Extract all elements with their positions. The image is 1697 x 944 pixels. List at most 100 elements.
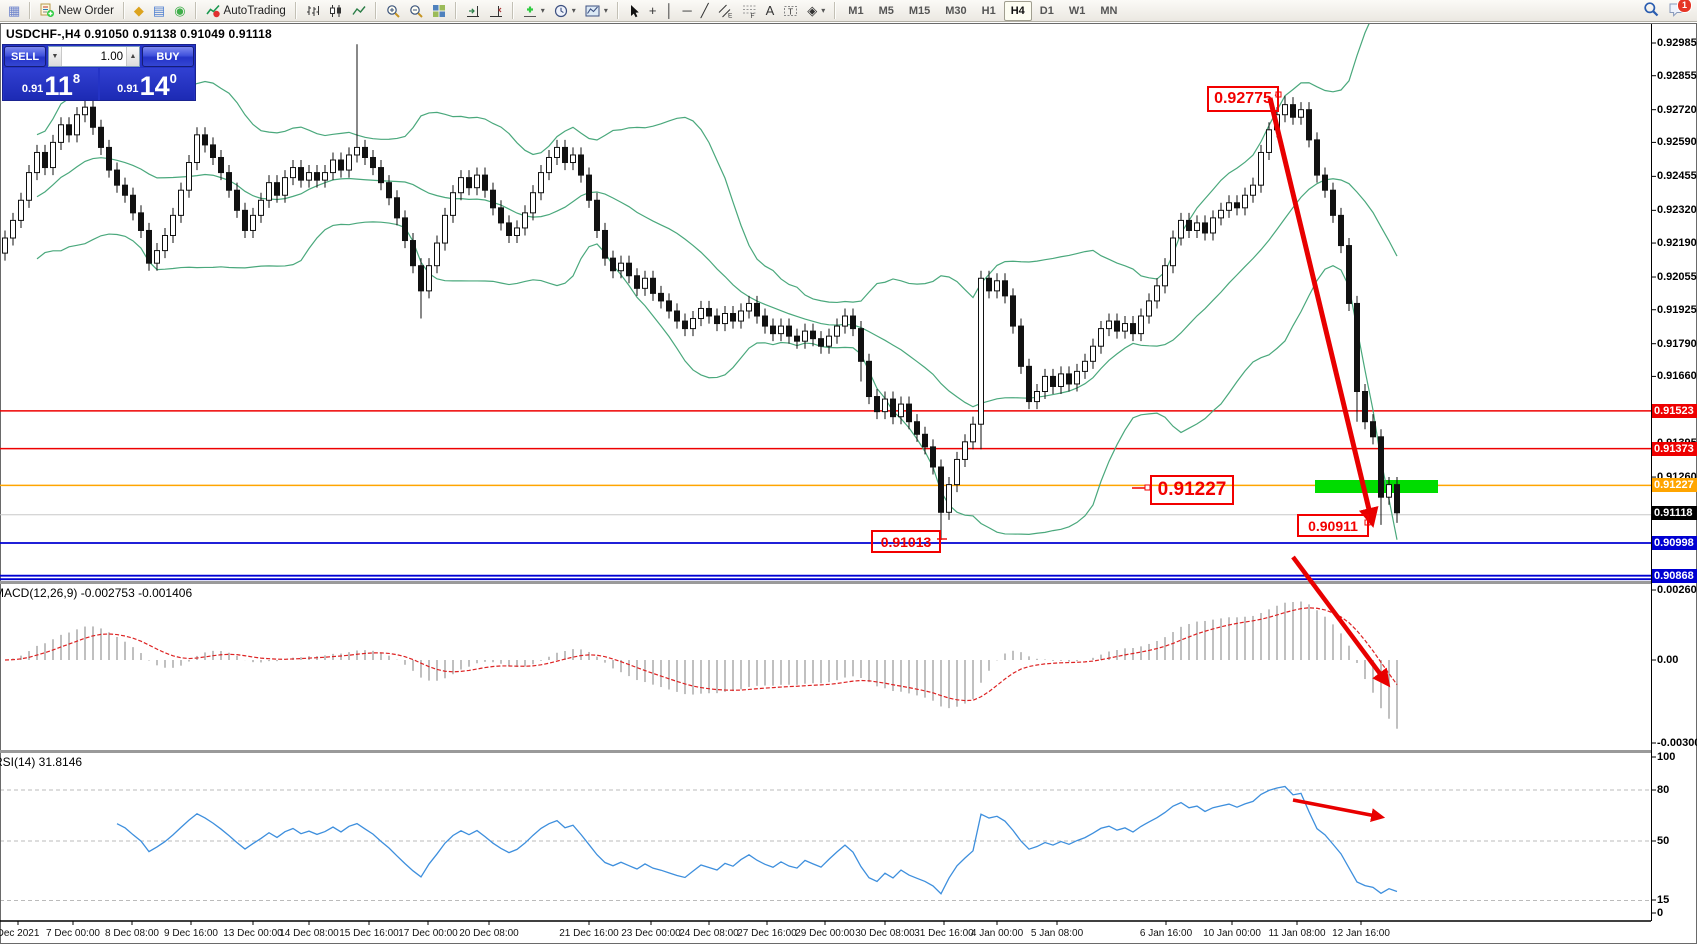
price-axis-label: 0.92855: [1657, 69, 1697, 82]
news-icon: ▤: [152, 3, 166, 18]
text-icon[interactable]: A: [762, 1, 779, 20]
text-label-icon[interactable]: T: [779, 1, 802, 20]
vertical-line-icon[interactable]: │: [661, 1, 677, 20]
buy-price-point: 0: [169, 71, 177, 86]
indicator-axis-label: 0.002604: [1657, 584, 1697, 596]
price-axis-label: 0.92590: [1657, 136, 1697, 149]
bar-chart-icon[interactable]: [302, 1, 324, 20]
time-axis-label: 7 Dec 00:00: [46, 928, 100, 939]
sell-price[interactable]: 0.91 11 8: [4, 68, 98, 100]
time-axis-label: 24 Dec 08:00: [679, 928, 739, 939]
price-badge-0.91523: 0.91523: [1652, 403, 1697, 418]
time-axis-label: 10 Jan 00:00: [1203, 928, 1261, 939]
fibonacci-icon[interactable]: F: [738, 1, 761, 20]
chevron-down-icon[interactable]: ▾: [540, 6, 545, 15]
arrows-icon[interactable]: ◈ ▾: [803, 1, 829, 20]
chevron-down-icon[interactable]: ▾: [821, 6, 826, 15]
search-icon[interactable]: [1643, 1, 1659, 20]
signal-icon[interactable]: ◉: [170, 1, 189, 20]
sell-price-base: 0.91: [21, 83, 44, 95]
tile-windows-icon[interactable]: [428, 1, 450, 20]
volume-increase-button[interactable]: ▲: [126, 47, 139, 66]
price-badge-0.90998: 0.90998: [1652, 535, 1697, 550]
time-axis-label: 13 Dec 00:00: [223, 928, 283, 939]
toolbar-separator: [294, 2, 297, 19]
price-annotation-0.91013[interactable]: 0.91013: [871, 530, 941, 553]
cursor-icon[interactable]: [624, 1, 644, 20]
price-axis-label: 0.92190: [1657, 237, 1697, 250]
time-axis-label: 29 Dec 00:00: [795, 928, 855, 939]
trend-arrow-3[interactable]: [1292, 798, 1386, 823]
periods-icon[interactable]: ▾: [550, 1, 580, 20]
timeframe-w1[interactable]: W1: [1068, 5, 1086, 17]
timeframe-m30[interactable]: M30: [945, 5, 967, 17]
price-annotation-0.90911[interactable]: 0.90911: [1297, 514, 1369, 537]
indicators-icon: [523, 4, 537, 18]
buy-button[interactable]: BUY: [142, 46, 194, 67]
price-annotation-0.91227[interactable]: 0.91227: [1150, 475, 1234, 505]
time-axis-label: 21 Dec 16:00: [559, 928, 619, 939]
time-axis-label: 17 Dec 00:00: [398, 928, 458, 939]
news-icon[interactable]: ▤: [149, 1, 169, 20]
timeframe-m1[interactable]: M1: [848, 5, 864, 17]
time-axis-label: 4 Jan 00:00: [970, 928, 1024, 939]
timeframe-h4[interactable]: H4: [1003, 0, 1032, 21]
line-chart-icon: [352, 4, 366, 18]
volume-decrease-button[interactable]: ▼: [49, 47, 62, 66]
timeframe-m15[interactable]: M15: [908, 5, 931, 17]
timeframe-mn[interactable]: MN: [1100, 5, 1118, 17]
equidistant-channel-icon[interactable]: E: [714, 1, 737, 20]
time-axis-label: 30 Dec 08:00: [855, 928, 915, 939]
candlestick-chart-icon[interactable]: [325, 1, 347, 20]
notifications-chat-icon[interactable]: 1: [1668, 0, 1692, 20]
timeframe-d1[interactable]: D1: [1039, 5, 1054, 17]
auto-scroll-icon: [466, 4, 480, 18]
toolbar-separator: [122, 2, 125, 19]
timeframe-m5[interactable]: M5: [878, 5, 894, 17]
candles: [2, 44, 1400, 540]
time-axis-label: 31 Dec 16:00: [914, 928, 974, 939]
trendline-icon: ╱: [700, 3, 709, 18]
timeframe-h1[interactable]: H1: [981, 5, 996, 17]
time-axis-label: 6 Jan 16:00: [1139, 928, 1193, 939]
buy-price[interactable]: 0.91 14 0: [100, 68, 194, 100]
price-axis-label: 0.91790: [1657, 337, 1697, 350]
trend-arrow-2[interactable]: [1291, 555, 1391, 688]
new-order-button[interactable]: New Order: [36, 1, 118, 20]
trendline-icon[interactable]: ╱: [697, 1, 713, 20]
chart-shift-icon[interactable]: [485, 1, 507, 20]
trend-arrow-1[interactable]: [1267, 97, 1379, 528]
time-axis-label: 15 Dec 16:00: [339, 928, 399, 939]
volume-input[interactable]: 1.00: [100, 50, 123, 63]
price-annotation-0.92775[interactable]: 0.92775: [1207, 86, 1279, 112]
price-badge-0.91118: 0.91118: [1652, 505, 1697, 520]
time-axis-label: 27 Dec 16:00: [737, 928, 797, 939]
autotrading-button[interactable]: AutoTrading: [202, 1, 290, 20]
crosshair-icon[interactable]: +: [645, 1, 661, 20]
indicators-icon[interactable]: ▾: [519, 1, 549, 20]
zoom-out-icon[interactable]: [405, 1, 427, 20]
auto-scroll-icon[interactable]: [462, 1, 484, 20]
line-chart-icon[interactable]: [348, 1, 370, 20]
sell-button[interactable]: SELL: [4, 46, 46, 67]
one-click-trading-panel: SELL ▼ 1.00 ▲ BUY 0.91 11 8 0.91 14 0: [2, 44, 196, 101]
volume-control: ▼ 1.00 ▲: [48, 46, 140, 67]
time-axis-label: 11 Jan 08:00: [1268, 928, 1326, 939]
zoom-in-icon[interactable]: [382, 1, 404, 20]
chevron-down-icon[interactable]: ▾: [603, 6, 608, 15]
bar-chart-icon: [306, 4, 320, 18]
green-highlight-rect[interactable]: [1315, 480, 1438, 493]
price-badge-0.91227: 0.91227: [1652, 478, 1697, 493]
horizontal-line-icon[interactable]: ─: [679, 1, 696, 20]
gold-bars-icon: ◆: [133, 3, 144, 18]
indicator-axis-label: 100: [1657, 751, 1676, 763]
autotrading-icon: [205, 4, 221, 18]
chevron-down-icon[interactable]: ▾: [571, 6, 576, 15]
gold-bars-icon[interactable]: ◆: [130, 1, 148, 20]
svg-text:T: T: [788, 6, 793, 16]
window-grid-icon[interactable]: ▦: [4, 1, 24, 20]
price-badge-0.91373: 0.91373: [1652, 441, 1697, 456]
template-icon[interactable]: ▾: [581, 1, 612, 20]
toolbar-separator: [454, 2, 457, 19]
toolbar-separator: [616, 2, 619, 19]
